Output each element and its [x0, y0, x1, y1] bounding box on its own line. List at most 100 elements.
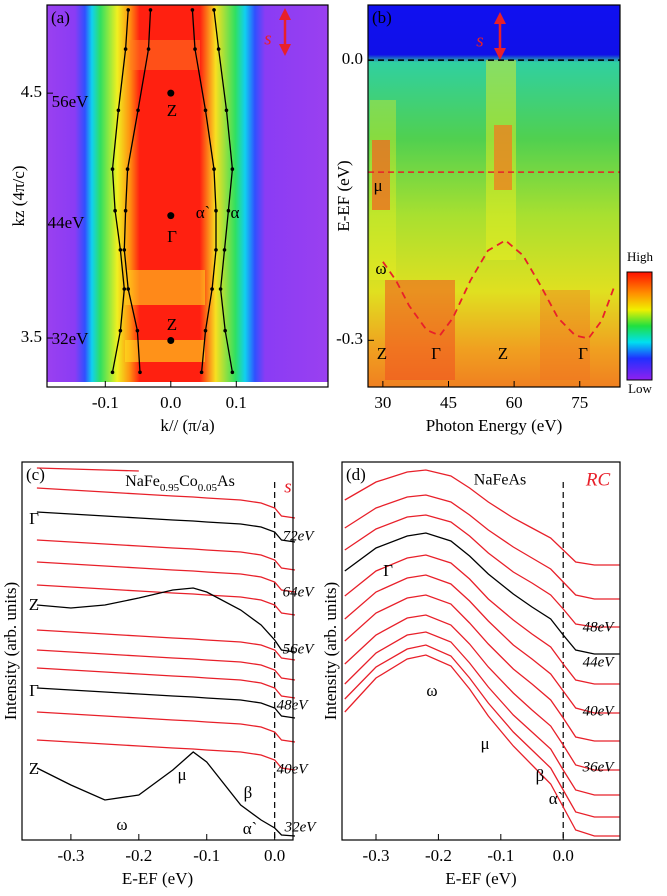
k-point [167, 89, 175, 97]
compound-label: NaFe0.95Co0.05As [125, 473, 235, 494]
heatmap-blob [486, 60, 516, 260]
annotation: Z [377, 344, 387, 363]
x-tick-label: 0.0 [264, 846, 285, 865]
series-line [36, 711, 296, 743]
panel-label: (a) [51, 8, 70, 27]
annotation: ω [426, 681, 437, 700]
x-tick-label: 0.1 [226, 393, 247, 412]
series-point [212, 167, 216, 171]
y-tick-label: 3.5 [21, 327, 42, 346]
x-tick-label: 0.0 [160, 393, 181, 412]
series-point [222, 248, 227, 252]
series-line [36, 584, 296, 616]
formula-part: 0.05 [198, 482, 218, 494]
compound-label: NaFeAs [474, 472, 526, 489]
k-point [167, 212, 175, 220]
series-point [193, 47, 197, 51]
annotation: Γ [431, 344, 441, 363]
annotation: 44eV [48, 213, 86, 232]
annotation: 44eV [583, 654, 616, 670]
y-tick-label: 0.0 [342, 49, 363, 68]
arrow-head [494, 12, 506, 24]
heatmap-blob [494, 125, 512, 190]
series-line [36, 511, 296, 543]
annotation: β [536, 766, 545, 785]
heatmap-band [125, 270, 205, 305]
arrow-head [279, 8, 291, 20]
series-line [344, 554, 620, 685]
annotation: 32eV [52, 329, 90, 348]
y-tick-label: 4.5 [21, 82, 42, 101]
series-point [230, 370, 235, 375]
annotation: Z [29, 595, 39, 614]
heatmap-edge [47, 382, 328, 387]
annotation: 48eV [583, 619, 616, 635]
annotation: 72eV [283, 528, 316, 544]
x-tick-label: -0.2 [425, 846, 452, 865]
series-line [344, 614, 620, 771]
x-axis-label: E-EF (eV) [445, 869, 516, 888]
y-tick-label: -0.3 [336, 329, 363, 348]
series-point [203, 328, 208, 333]
annotation: ω [116, 815, 127, 834]
x-tick-label: -0.3 [363, 846, 390, 865]
series-line [344, 494, 620, 600]
series-point [210, 287, 214, 291]
annotation: Z [29, 759, 39, 778]
x-tick-label: 30 [374, 393, 391, 412]
panel-label: (d) [346, 465, 366, 484]
annotation: α` [549, 789, 564, 808]
series-line [344, 514, 620, 628]
annotation: 48eV [277, 697, 310, 713]
series-point [125, 167, 130, 171]
series-point [116, 108, 121, 113]
series-point [138, 370, 142, 375]
series-line [36, 587, 296, 653]
x-axis-label: Photon Energy (eV) [426, 416, 563, 435]
formula-part: NaFe [125, 473, 160, 490]
series-line [344, 594, 620, 742]
colorbar-label: Low [628, 381, 652, 396]
annotation: Γ [29, 509, 39, 528]
series-point [136, 108, 140, 113]
colorbar-label: High [627, 249, 654, 264]
series-point [113, 208, 117, 213]
series-point [212, 8, 216, 12]
y-axis-label: Intensity (arb. units) [321, 582, 340, 720]
series-line [36, 539, 296, 571]
annotation: Γ [29, 681, 39, 700]
series-point [223, 328, 227, 333]
annotation: 40eV [277, 761, 310, 777]
series-line [344, 644, 620, 818]
annotation: Z [167, 101, 177, 120]
formula-part: Co [179, 473, 198, 490]
annotation: α` [243, 819, 258, 838]
x-axis-label: E-EF (eV) [122, 869, 193, 888]
arrow-head [494, 48, 506, 60]
annotation: 36eV [582, 759, 616, 775]
series-line [344, 532, 620, 655]
x-tick-label: 0.0 [553, 846, 574, 865]
x-tick-label: 45 [440, 393, 457, 412]
colorbar [626, 271, 653, 381]
series-line [36, 649, 296, 681]
plot-frame [21, 461, 294, 841]
x-tick-label: -0.1 [487, 846, 514, 865]
plot-frame [367, 4, 621, 388]
series-line [344, 631, 620, 796]
arrow-head [279, 44, 291, 56]
annotation: s [264, 28, 271, 49]
series-point [148, 8, 153, 12]
y-axis-label: Intensity (arb. units) [1, 582, 20, 720]
x-tick-label: 60 [506, 393, 523, 412]
annotation: Γ [383, 561, 393, 580]
series-line [36, 629, 296, 661]
panel: -0.3 -0.2 -0.1 0.0 E-EF (eV) Intensity (arb. … [1, 461, 317, 888]
series-line [36, 561, 296, 593]
heatmap-b [368, 5, 653, 387]
series-point [135, 328, 140, 333]
annotation: 40eV [583, 703, 616, 719]
annotation: α` [196, 203, 211, 222]
series-point [216, 47, 221, 51]
series-line [344, 469, 620, 566]
